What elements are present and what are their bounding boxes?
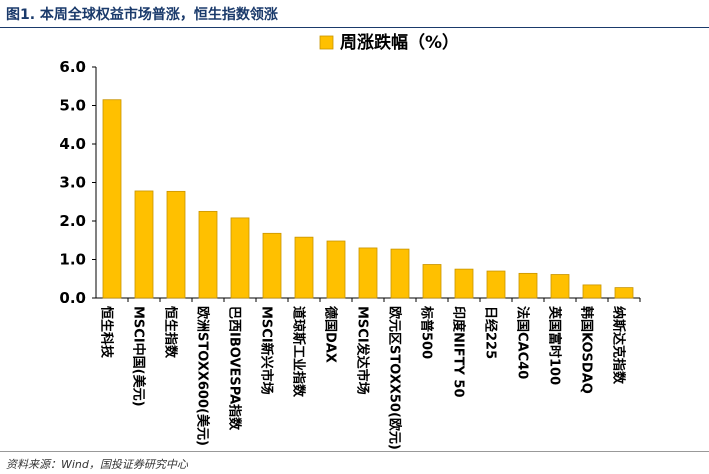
x-tick-label: 欧元区STOXX50(欧元): [387, 306, 403, 450]
x-tick-label: 韩国KOSDAQ: [579, 306, 595, 394]
x-tick-label: 法国CAC40: [515, 306, 531, 379]
figure-title: 图1. 本周全球权益市场普涨，恒生指数领涨: [6, 7, 278, 23]
bar: [422, 264, 442, 299]
bar: [390, 248, 410, 299]
bar: [550, 274, 570, 299]
y-tick-label: 6.0: [59, 58, 86, 76]
x-tick-label: MSCI新兴市场: [259, 306, 275, 395]
bar: [326, 240, 346, 299]
y-tick-label: 0.0: [59, 289, 86, 307]
source-note: 资料来源：Wind，国投证券研究中心: [6, 458, 188, 471]
legend-swatch: [319, 35, 334, 50]
x-tick-label: 纳斯达克指数: [611, 306, 627, 385]
x-tick-label: 英国富时100: [547, 305, 563, 385]
x-tick-label: MSCI中国(美元): [131, 306, 147, 407]
bar: [134, 190, 154, 299]
y-tick-label: 5.0: [59, 97, 86, 115]
x-tick-label: 日经225: [483, 306, 499, 359]
bar: [454, 268, 474, 299]
y-tick-label: 1.0: [59, 251, 86, 269]
bar: [486, 270, 506, 299]
bar: [198, 210, 218, 299]
x-tick-label: 道琼斯工业指数: [291, 306, 307, 398]
x-tick-label: 标普500: [419, 305, 435, 359]
x-tick-label: 欧洲STOXX600(美元): [195, 306, 211, 446]
y-tick-label: 4.0: [59, 135, 86, 153]
bar: [582, 284, 602, 299]
bar: [294, 236, 314, 299]
bar-chart: 0.01.02.03.04.05.06.0恒生科技 MSCI中国(美元) 恒生指数欧…: [59, 32, 641, 450]
y-tick-label: 2.0: [59, 212, 86, 230]
bar: [230, 217, 250, 299]
bar: [358, 247, 378, 299]
x-tick-label: MSCI发达市场: [355, 306, 371, 395]
bar: [262, 232, 282, 299]
title-divider: [0, 27, 709, 28]
bar: [166, 190, 186, 299]
x-tick-label: 巴西IBOVESPA指数: [227, 306, 243, 431]
legend-label: 周涨跌幅（%）: [340, 32, 459, 53]
bar: [102, 99, 122, 299]
x-tick-label: 恒生科技: [99, 306, 115, 359]
bar: [614, 287, 634, 299]
y-tick-label: 3.0: [59, 174, 86, 192]
source-divider: [0, 451, 709, 452]
x-tick-label: 印度NIFTY 50: [451, 306, 467, 398]
bar: [518, 272, 538, 299]
x-tick-label: 恒生指数: [163, 306, 179, 359]
x-tick-label: 德国DAX: [323, 306, 339, 363]
